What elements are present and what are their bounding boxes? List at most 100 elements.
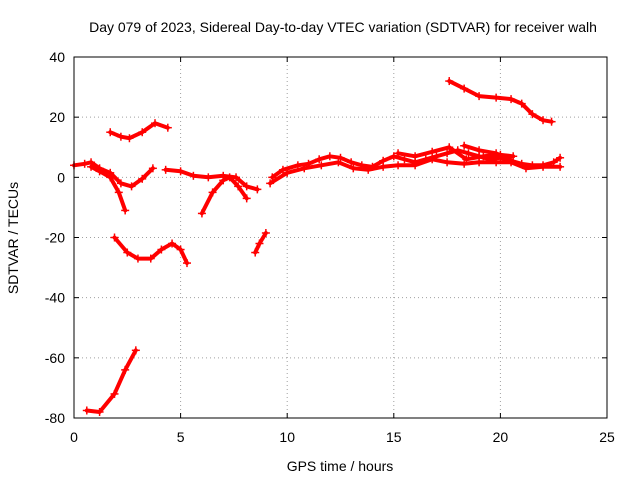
data-point: [394, 149, 403, 158]
data-point: [125, 134, 134, 143]
y-tick-label: -20: [45, 230, 65, 246]
data-point: [462, 155, 471, 164]
data-point: [389, 152, 398, 161]
data-point: [475, 92, 484, 101]
series-arc-4: [161, 165, 262, 194]
data-series: [70, 77, 565, 416]
data-point: [168, 239, 177, 248]
data-point: [121, 365, 130, 374]
data-point: [517, 99, 526, 108]
series-line: [84, 348, 138, 414]
series-arc-2: [87, 162, 130, 215]
data-point: [556, 162, 565, 171]
data-point: [334, 158, 343, 167]
data-point: [336, 153, 345, 162]
data-point: [138, 128, 147, 137]
data-point: [163, 123, 172, 132]
data-point: [428, 147, 437, 156]
data-point: [176, 245, 185, 254]
data-point: [460, 159, 469, 168]
data-point: [242, 194, 251, 203]
data-point: [528, 110, 537, 119]
data-point: [121, 206, 130, 215]
data-point: [539, 116, 548, 125]
grid: [74, 57, 607, 418]
series-arc-1: [70, 158, 157, 191]
data-point: [151, 119, 160, 128]
data-point: [443, 158, 452, 167]
data-point: [460, 141, 469, 150]
data-point: [547, 117, 556, 126]
data-point: [300, 164, 309, 173]
data-point: [146, 254, 155, 263]
data-point: [161, 165, 170, 174]
data-point: [379, 162, 388, 171]
data-point: [87, 162, 96, 171]
data-point: [176, 167, 185, 176]
data-point: [197, 209, 206, 218]
data-point: [347, 158, 356, 167]
series-line: [108, 121, 170, 141]
series-line: [112, 235, 189, 266]
data-point: [110, 389, 119, 398]
data-point: [283, 168, 292, 177]
data-point: [475, 158, 484, 167]
series-line: [253, 231, 268, 255]
y-tick-label: 40: [49, 49, 65, 65]
series-arc-3: [106, 119, 172, 143]
series-arc-10: [266, 155, 565, 188]
series-arc-6: [110, 233, 191, 268]
data-point: [148, 164, 157, 173]
data-point: [445, 77, 454, 86]
y-axis-label: SDTVAR / TECUs: [5, 182, 21, 294]
data-point: [428, 155, 437, 164]
data-point: [116, 132, 125, 141]
data-point: [479, 152, 488, 161]
data-point: [182, 259, 191, 268]
data-point: [349, 164, 358, 173]
y-tick-label: -60: [45, 350, 65, 366]
data-point: [278, 165, 287, 174]
series-line: [199, 175, 249, 216]
y-tick-label: 20: [49, 109, 65, 125]
data-point: [106, 173, 115, 182]
data-point: [133, 254, 142, 263]
x-axis-label: GPS time / hours: [287, 458, 394, 474]
y-tick-label: -80: [45, 410, 65, 426]
data-point: [131, 346, 140, 355]
data-point: [123, 248, 132, 257]
data-point: [315, 155, 324, 164]
data-point: [189, 171, 198, 180]
y-tick-label: 0: [57, 169, 65, 185]
data-point: [138, 174, 147, 183]
data-point: [261, 228, 270, 237]
data-point: [80, 159, 89, 168]
data-point: [114, 188, 123, 197]
data-point: [251, 248, 260, 257]
series-arc-7: [251, 228, 270, 257]
x-tick-label: 25: [599, 429, 615, 445]
data-point: [507, 95, 516, 104]
data-point: [504, 155, 513, 164]
data-point: [492, 93, 501, 102]
data-point: [364, 165, 373, 174]
y-tick-label: -40: [45, 290, 65, 306]
data-point: [95, 167, 104, 176]
x-tick-label: 20: [493, 429, 509, 445]
data-point: [411, 152, 420, 161]
data-point: [266, 179, 275, 188]
data-point: [95, 407, 104, 416]
data-point: [460, 84, 469, 93]
data-point: [445, 143, 454, 152]
data-point: [208, 188, 217, 197]
data-point: [234, 182, 243, 191]
series-arc-12: [460, 141, 513, 164]
data-point: [204, 173, 213, 182]
data-point: [106, 128, 115, 137]
data-point: [325, 152, 334, 161]
data-point: [255, 239, 264, 248]
series-arc-5: [197, 173, 251, 218]
data-point: [242, 182, 251, 191]
axis-ticks: 0 5 10 15 20 25 -80 -60 -40 -20 0 20 40: [45, 49, 615, 445]
